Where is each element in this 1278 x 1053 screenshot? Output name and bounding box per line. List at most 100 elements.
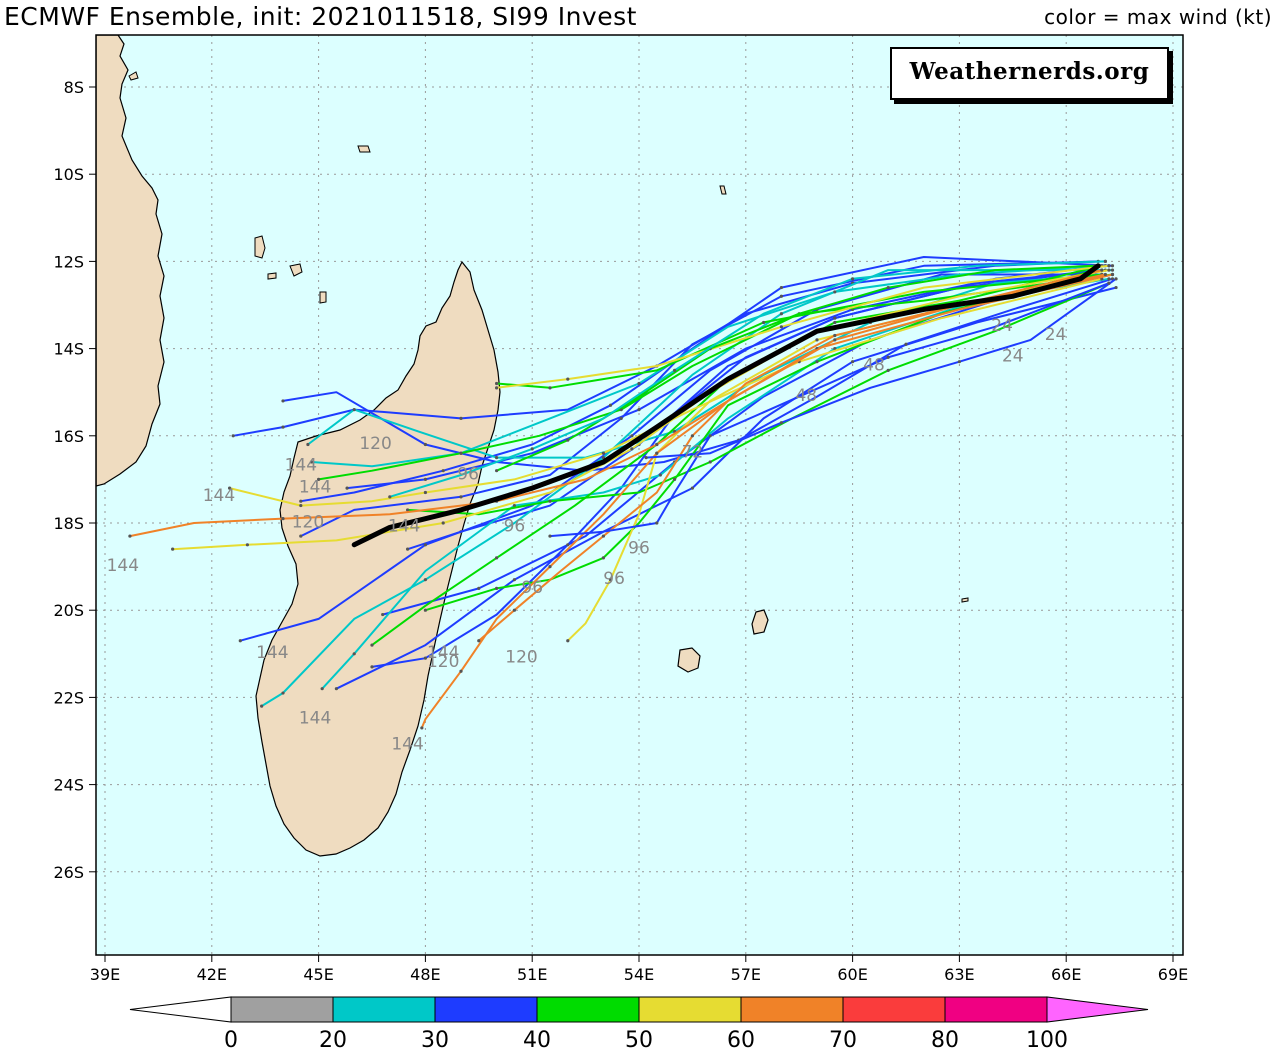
track-point	[655, 451, 659, 455]
member-track	[420, 273, 1113, 729]
track-point	[320, 687, 324, 691]
track-point	[815, 338, 819, 342]
lon-tick-label: 39E	[90, 965, 120, 984]
track-point	[1107, 277, 1111, 281]
madagascar-landmass	[255, 260, 501, 857]
track-point	[833, 347, 837, 351]
forecast-hour-label: 24	[1002, 347, 1024, 367]
track-point	[281, 517, 285, 521]
track-point	[566, 639, 570, 643]
lat-tick-label: 24S	[53, 776, 84, 795]
lon-tick-label: 57E	[731, 965, 761, 984]
comoros-island-3	[267, 272, 277, 280]
track-point	[779, 421, 784, 425]
lon-tick-label: 54E	[624, 965, 654, 984]
track-point	[904, 342, 908, 346]
latitude-axis: 8S 10S 12S 14S 16S 18S 20S 22S 24S 26S	[53, 78, 96, 882]
track-point	[171, 547, 175, 551]
colorbar-label: 50	[625, 1028, 653, 1053]
track-point	[886, 285, 890, 290]
colorbar-right-arrow	[1046, 996, 1149, 1023]
forecast-hour-label: 144	[391, 735, 423, 755]
colorbar-label: 100	[1026, 1028, 1068, 1053]
track-point	[423, 490, 427, 495]
lon-tick-label: 45E	[303, 965, 333, 984]
track-point	[423, 578, 427, 582]
forecast-hour-label: 96	[628, 539, 650, 559]
forecast-hour-label: 96	[603, 569, 625, 589]
colorbar-segment	[740, 996, 844, 1023]
colorbar-label: 60	[727, 1028, 755, 1053]
track-point	[655, 442, 659, 447]
track-point	[423, 477, 427, 481]
track-point	[762, 320, 766, 325]
track-point	[228, 486, 232, 490]
member-track	[478, 269, 1103, 642]
member-track	[233, 260, 1099, 437]
longitude-axis: 39E 42E 45E 48E 51E 54E 57E 60E 63E 66E 69E	[90, 955, 1188, 984]
forecast-hour-label: 144	[285, 456, 317, 476]
forecast-hour-label: 120	[292, 512, 324, 532]
lon-tick-label: 66E	[1051, 965, 1081, 984]
track-point	[299, 534, 303, 538]
track-point	[815, 360, 819, 364]
track-point	[406, 547, 410, 551]
watermark-text: Weathernerds.org	[909, 58, 1150, 85]
track-point	[708, 460, 712, 464]
track-point	[833, 290, 837, 294]
track-point	[495, 381, 499, 386]
track-point	[566, 438, 570, 442]
track-point	[637, 381, 641, 386]
colorbar-left-arrow	[129, 996, 232, 1023]
track-point	[420, 726, 424, 730]
colorbar-segment	[842, 996, 946, 1023]
small-island-tromelin	[128, 71, 139, 81]
track-point	[548, 499, 552, 503]
mauritius-island	[751, 609, 769, 635]
member-track	[229, 277, 1103, 507]
track-point	[352, 408, 356, 412]
track-point	[495, 586, 499, 591]
track-point	[334, 687, 338, 691]
track-point	[608, 403, 613, 407]
track-point	[673, 368, 677, 372]
track-point	[833, 320, 837, 325]
track-point	[619, 416, 623, 420]
track-point	[548, 534, 552, 538]
forecast-hour-label: 96	[521, 578, 543, 598]
track-point	[548, 565, 552, 569]
track-point	[708, 434, 712, 438]
track-point	[317, 477, 321, 481]
track-point	[1114, 285, 1118, 290]
track-point	[1107, 268, 1111, 272]
forecast-hour-label: 120	[359, 434, 391, 454]
track-point	[441, 469, 445, 473]
ensemble-tracks	[128, 256, 1118, 730]
track-point	[299, 499, 303, 503]
track-point	[1110, 268, 1115, 272]
lon-tick-label: 48E	[410, 965, 440, 984]
track-point	[459, 669, 463, 673]
track-point	[309, 460, 314, 464]
track-point	[370, 643, 374, 647]
colorbar-segment	[536, 996, 640, 1023]
track-point	[238, 639, 242, 643]
track-point	[601, 556, 606, 560]
track-point	[601, 456, 606, 460]
colorbar-segment	[434, 996, 538, 1023]
forecast-hour-label: 144	[427, 643, 459, 663]
member-track	[496, 273, 1102, 389]
track-point	[886, 355, 890, 359]
track-point	[779, 312, 784, 316]
track-point	[601, 451, 606, 455]
track-point	[1103, 259, 1107, 263]
track-point	[306, 442, 310, 447]
colorbar-segment	[230, 996, 334, 1023]
track-point	[779, 325, 784, 329]
chart-title: ECMWF Ensemble, init: 2021011518, SI99 I…	[4, 2, 637, 31]
colorbar-label: 20	[319, 1028, 347, 1053]
track-point	[690, 434, 695, 438]
track-point	[851, 277, 855, 281]
track-point	[957, 360, 962, 364]
